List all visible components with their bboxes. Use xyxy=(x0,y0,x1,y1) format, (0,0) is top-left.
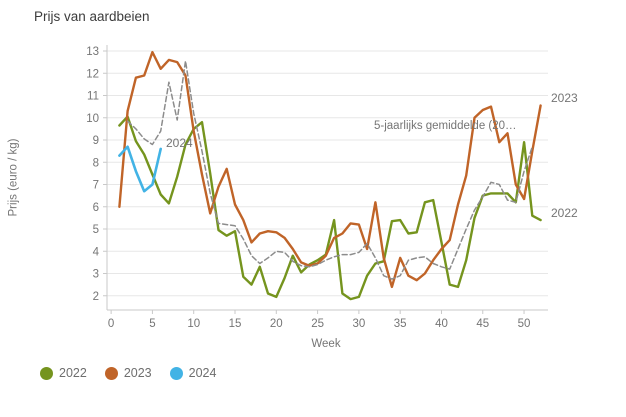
y-tick-label-11: 11 xyxy=(87,91,99,103)
annotation-2024: 2024 xyxy=(166,136,193,150)
y-tick-label-7: 7 xyxy=(93,180,99,192)
x-tick-label-50: 50 xyxy=(518,318,531,330)
legend-item-2024[interactable]: 2024 xyxy=(169,366,217,380)
legend-label: 2024 xyxy=(188,366,217,380)
annotation-2023: 2023 xyxy=(551,91,578,105)
legend-dot-2023 xyxy=(104,366,118,380)
y-tick-label-12: 12 xyxy=(86,68,99,80)
x-tick-label-45: 45 xyxy=(476,318,489,330)
page-title: Prijs van aardbeien xyxy=(34,9,150,24)
series-line-5-jaarlijks-gemiddelde-20- xyxy=(126,60,534,280)
legend-dot-2022 xyxy=(40,366,53,380)
x-tick-label-40: 40 xyxy=(435,318,448,330)
chart-legend: 2022 2023 2024 xyxy=(40,366,216,380)
annotation-average-label: 5-jaarlijks gemiddelde (20… xyxy=(374,120,517,132)
y-tick-label-2: 2 xyxy=(93,291,99,303)
y-tick-label-8: 8 xyxy=(93,157,99,169)
x-tick-label-5: 5 xyxy=(149,318,155,330)
y-tick-label-6: 6 xyxy=(93,202,99,214)
series-line-2023 xyxy=(118,50,542,289)
x-tick-label-25: 25 xyxy=(311,318,324,330)
y-tick-label-5: 5 xyxy=(93,224,99,236)
x-tick-label-30: 30 xyxy=(352,318,365,330)
legend-label: 2022 xyxy=(59,366,87,380)
x-tick-label-0: 0 xyxy=(108,318,114,330)
y-tick-label-3: 3 xyxy=(93,269,99,281)
legend-item-2023[interactable]: 2023 xyxy=(104,366,152,380)
y-tick-label-13: 13 xyxy=(86,46,99,58)
legend-label: 2023 xyxy=(123,366,152,380)
y-tick-label-4: 4 xyxy=(93,246,100,258)
series-line-2022 xyxy=(118,115,542,301)
x-tick-label-15: 15 xyxy=(229,318,242,330)
x-tick-label-20: 20 xyxy=(270,318,283,330)
annotation-2022: 2022 xyxy=(551,206,578,220)
y-tick-label-10: 10 xyxy=(86,113,99,125)
y-tick-label-9: 9 xyxy=(93,135,99,147)
x-tick-label-35: 35 xyxy=(394,318,407,330)
series-line-2024 xyxy=(118,145,162,193)
x-axis-title: Week xyxy=(311,338,341,350)
legend-dot-2024 xyxy=(169,366,183,380)
legend-item-2022[interactable]: 2022 xyxy=(40,366,87,380)
price-chart: 0 5 10 15 20 25 30 35 40 45 5023456789101112132024… xyxy=(86,45,578,330)
x-tick-label-10: 10 xyxy=(187,318,200,330)
